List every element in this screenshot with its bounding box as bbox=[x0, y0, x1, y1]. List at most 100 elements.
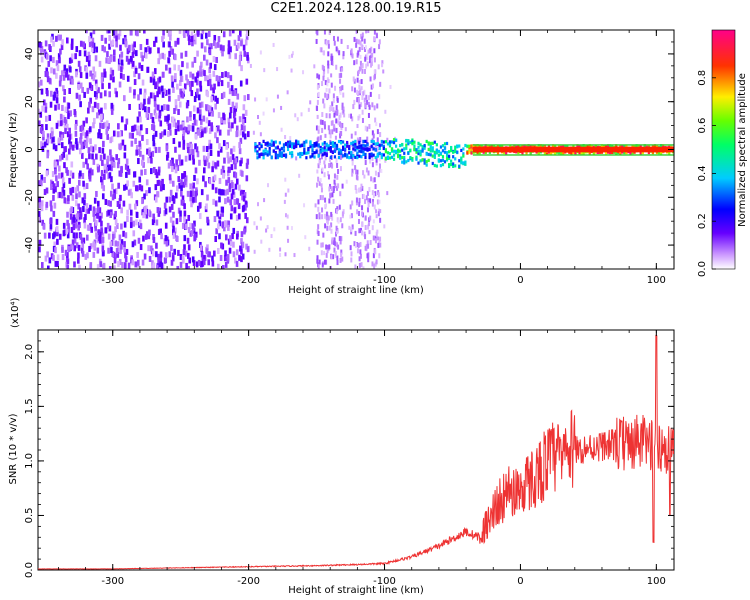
heatmap-cell bbox=[198, 114, 202, 121]
heatmap-cell bbox=[89, 97, 92, 104]
heatmap-cell bbox=[47, 265, 50, 269]
heatmap-cell bbox=[69, 66, 72, 73]
heatmap-cell bbox=[80, 124, 84, 131]
heatmap-cell bbox=[231, 30, 235, 34]
heatmap-cell bbox=[230, 193, 234, 200]
heatmap-cell bbox=[358, 228, 361, 234]
heatmap-cell bbox=[291, 154, 294, 158]
heatmap-cell bbox=[106, 155, 110, 162]
heatmap-cell bbox=[321, 167, 324, 172]
heatmap-cell bbox=[265, 228, 268, 233]
heatmap-cell bbox=[270, 234, 273, 239]
heatmap-cell bbox=[116, 241, 120, 248]
heatmap-cell bbox=[364, 225, 367, 231]
heatmap-cell bbox=[371, 225, 374, 231]
heatmap-cell bbox=[286, 225, 289, 230]
heatmap-cell bbox=[325, 93, 328, 99]
heatmap-cell bbox=[381, 60, 384, 65]
heatmap-cell bbox=[423, 158, 426, 162]
heatmap-cell bbox=[79, 170, 82, 177]
heatmap-cell bbox=[136, 30, 139, 37]
heatmap-cell bbox=[367, 49, 370, 54]
heatmap-cell bbox=[123, 246, 126, 253]
heatmap-cell bbox=[358, 144, 361, 148]
heatmap-cell bbox=[56, 260, 59, 267]
heatmap-cell bbox=[167, 88, 171, 95]
heatmap-cell bbox=[183, 203, 186, 210]
heatmap-cell bbox=[212, 176, 216, 183]
heatmap-cell bbox=[152, 79, 156, 86]
heatmap-cell bbox=[91, 73, 94, 80]
heatmap-cell bbox=[537, 144, 540, 148]
heatmap-cell bbox=[119, 72, 123, 79]
heatmap-cell bbox=[172, 138, 176, 145]
heatmap-cell bbox=[61, 177, 65, 184]
heatmap-cell bbox=[138, 140, 142, 147]
heatmap-cell bbox=[466, 151, 469, 155]
heatmap-cell bbox=[241, 170, 244, 177]
heatmap-cell bbox=[40, 124, 44, 131]
heatmap-cell bbox=[208, 127, 212, 134]
heatmap-cell bbox=[341, 223, 344, 229]
heatmap-cell bbox=[40, 88, 44, 95]
heatmap-cell bbox=[189, 183, 192, 190]
heatmap-cell bbox=[168, 206, 172, 213]
heatmap-cell bbox=[282, 143, 286, 147]
heatmap-cell bbox=[168, 50, 171, 57]
heatmap-cell bbox=[330, 186, 333, 192]
heatmap-cell bbox=[604, 151, 608, 155]
heatmap-cell bbox=[370, 57, 373, 62]
heatmap-cell bbox=[142, 212, 145, 219]
heatmap-cell bbox=[317, 128, 320, 134]
heatmap-cell bbox=[45, 124, 48, 131]
heatmap-cell bbox=[100, 169, 104, 176]
heatmap-cell bbox=[431, 154, 434, 158]
heatmap-cell bbox=[218, 75, 221, 82]
heatmap-cell bbox=[464, 162, 467, 166]
heatmap-cell bbox=[263, 68, 266, 73]
heatmap-cell bbox=[337, 219, 340, 224]
heatmap-cell bbox=[92, 251, 96, 258]
heatmap-cell bbox=[234, 257, 237, 264]
heatmap-cell bbox=[89, 32, 93, 39]
snr-y-tick-label: 2.0 bbox=[24, 344, 35, 360]
heatmap-cell bbox=[356, 90, 359, 95]
heatmap-cell bbox=[625, 144, 628, 148]
heatmap-cell bbox=[181, 92, 185, 99]
heatmap-cell bbox=[202, 167, 206, 174]
heatmap-cell bbox=[179, 75, 183, 82]
heatmap-cell bbox=[378, 199, 381, 204]
heatmap-cell bbox=[214, 103, 217, 110]
heatmap-cell bbox=[351, 168, 354, 174]
heatmap-cell bbox=[183, 216, 186, 223]
heatmap-cell bbox=[139, 44, 143, 51]
heatmap-cell bbox=[363, 69, 366, 75]
heatmap-cell bbox=[407, 158, 410, 163]
heatmap-cell bbox=[102, 141, 105, 148]
heatmap-cell bbox=[615, 151, 618, 155]
heatmap-cell bbox=[366, 190, 369, 196]
heatmap-cell bbox=[101, 245, 105, 252]
heatmap-cell bbox=[67, 102, 71, 109]
heatmap-cell bbox=[335, 225, 338, 231]
heatmap-cell bbox=[342, 54, 345, 60]
heatmap-cell bbox=[137, 125, 140, 132]
heatmap-cell bbox=[321, 147, 324, 151]
heatmap-cell bbox=[580, 151, 583, 155]
heatmap-cell bbox=[445, 158, 449, 162]
heatmap-cell bbox=[647, 150, 650, 155]
heatmap-cell bbox=[144, 233, 148, 240]
heatmap-cell bbox=[141, 154, 145, 161]
heatmap-cell bbox=[372, 177, 375, 183]
heatmap-cell bbox=[192, 196, 195, 203]
heatmap-cell bbox=[376, 229, 379, 234]
heatmap-cell bbox=[377, 192, 380, 198]
heatmap-cell bbox=[86, 252, 89, 259]
heatmap-cell bbox=[284, 153, 288, 157]
heatmap-cell bbox=[168, 196, 172, 203]
heatmap-cell bbox=[355, 197, 358, 203]
heatmap-cell bbox=[260, 152, 263, 157]
heatmap-cell bbox=[333, 149, 337, 153]
heatmap-cell bbox=[194, 167, 198, 174]
heatmap-cell bbox=[163, 238, 167, 245]
